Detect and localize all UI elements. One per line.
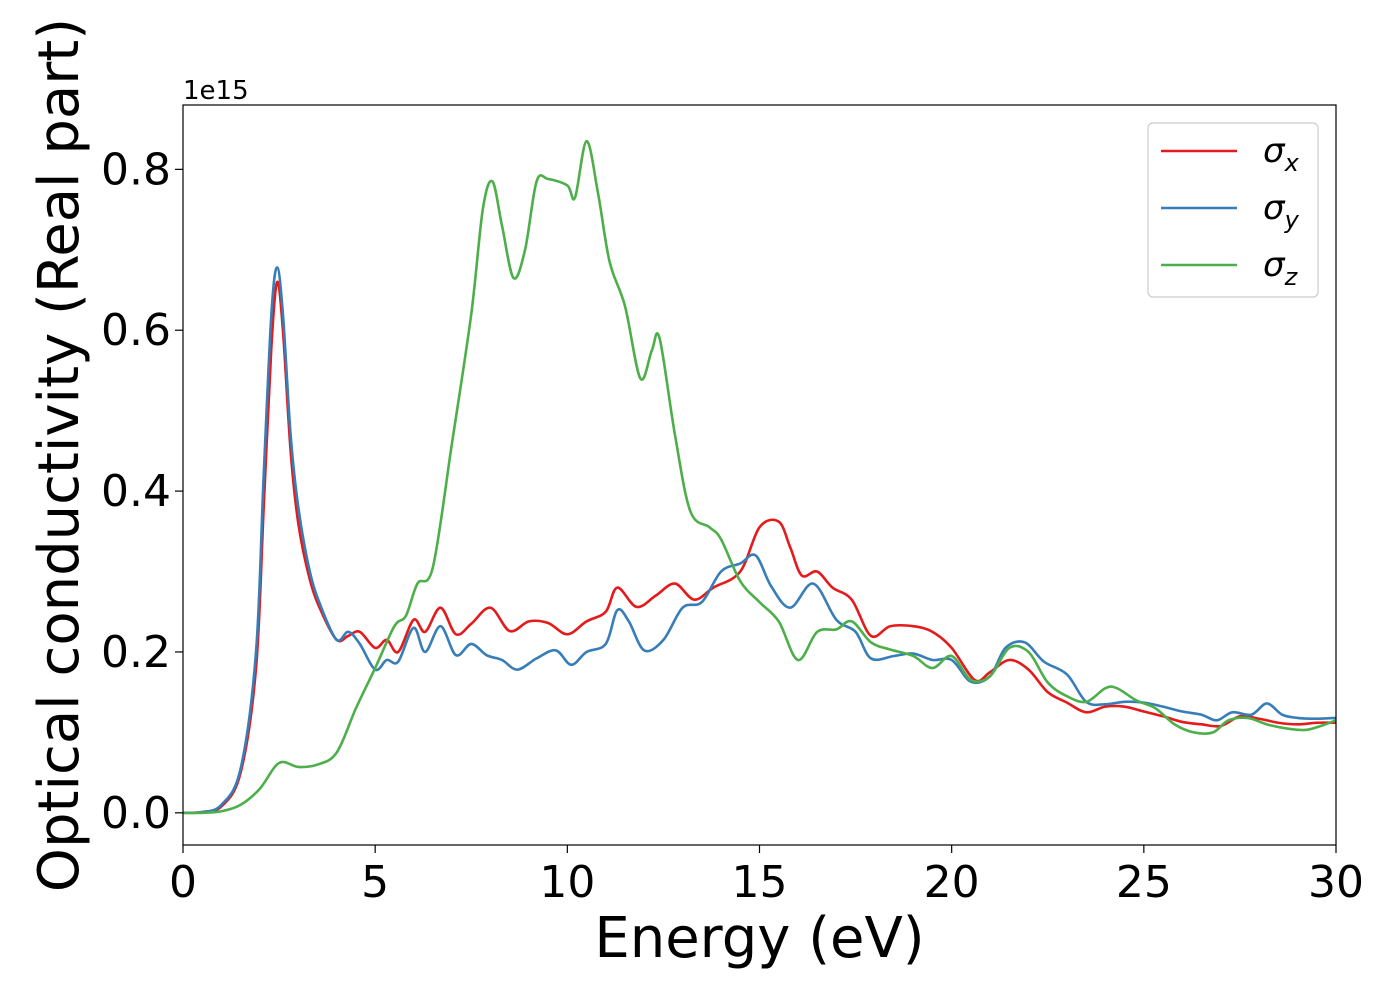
y-axis-title: Optical conductivity (Real part) xyxy=(27,18,92,892)
series-line-y xyxy=(183,266,1336,815)
x-axis-title: Energy (eV) xyxy=(594,906,924,971)
y-tick-label: 0.4 xyxy=(101,466,171,517)
x-tick-label: 30 xyxy=(1308,857,1364,908)
x-tick-label: 5 xyxy=(361,857,389,908)
y-axis-offset-label: 1e15 xyxy=(183,76,249,106)
legend-label-x: σx xyxy=(1263,131,1300,177)
series-layer xyxy=(183,139,1336,815)
y-tick-label: 0.2 xyxy=(101,627,171,678)
legend-box xyxy=(1147,122,1319,298)
series-line-z xyxy=(183,139,1336,815)
x-tick-label: 20 xyxy=(924,857,980,908)
x-tick-label: 0 xyxy=(169,857,197,908)
x-tick-label: 15 xyxy=(732,857,788,908)
series-line-x xyxy=(183,280,1336,815)
x-tick-label: 10 xyxy=(539,857,595,908)
y-tick-label: 0.6 xyxy=(101,305,171,356)
y-axis-ticks: 0.0 0.2 0.4 0.6 0.8 xyxy=(101,144,183,839)
y-tick-label: 0.8 xyxy=(101,144,171,195)
x-axis-ticks: 0 5 10 15 20 25 30 xyxy=(169,845,1364,908)
y-tick-label: 0.0 xyxy=(101,788,171,839)
x-tick-label: 25 xyxy=(1116,857,1172,908)
legend-label-y: σy xyxy=(1263,188,1300,234)
